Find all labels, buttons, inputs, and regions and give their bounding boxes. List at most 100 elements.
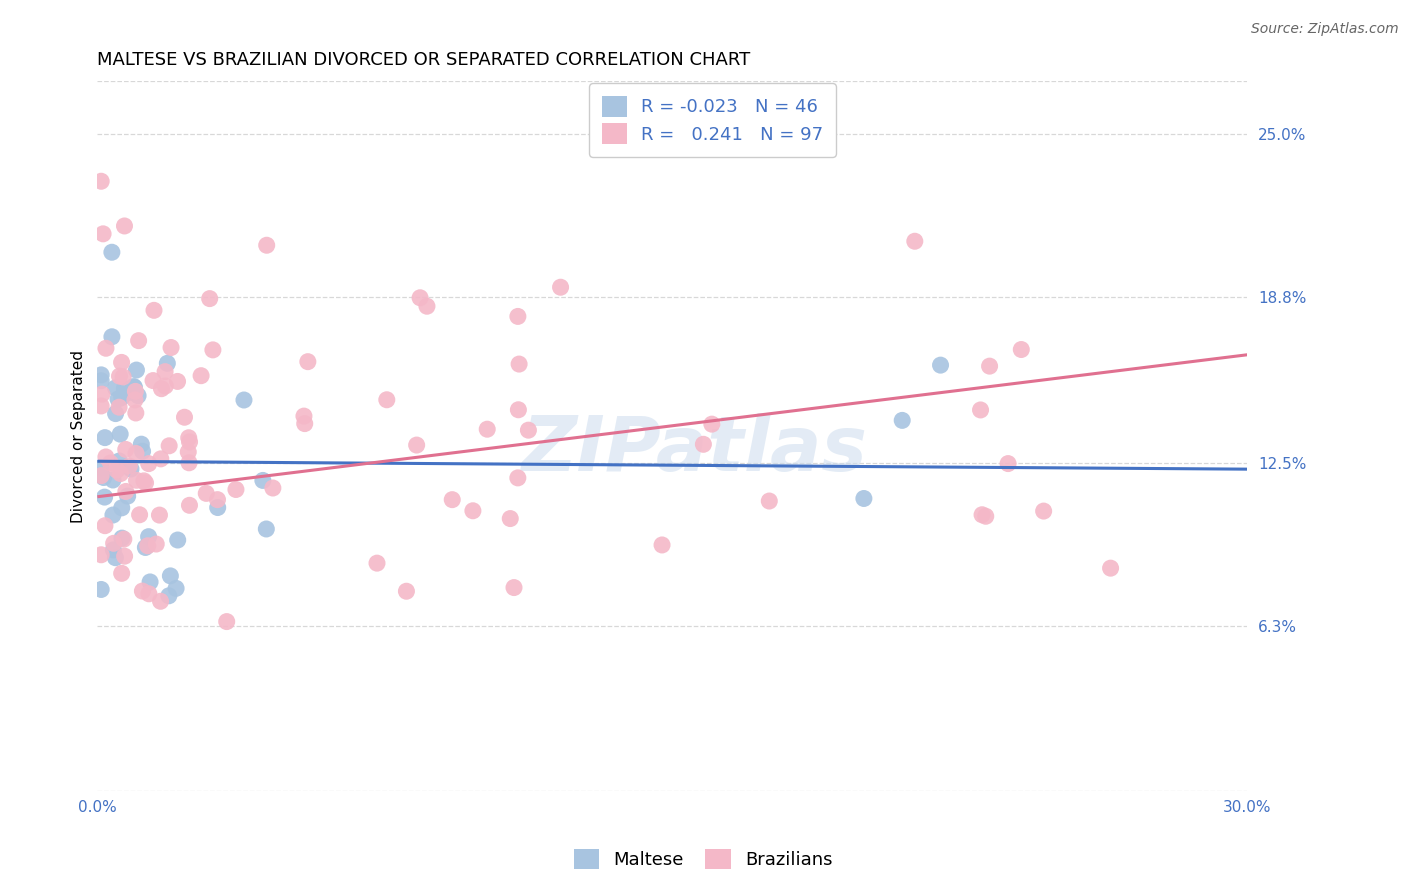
Point <box>366 556 388 570</box>
Point <box>508 357 530 371</box>
Point <box>107 392 129 406</box>
Point <box>131 437 153 451</box>
Point <box>112 532 135 546</box>
Point <box>124 392 146 407</box>
Point <box>254 522 277 536</box>
Point <box>506 471 529 485</box>
Point <box>131 584 153 599</box>
Point <box>90 548 112 562</box>
Point <box>190 368 212 383</box>
Point <box>94 518 117 533</box>
Point <box>198 292 221 306</box>
Point <box>128 334 150 348</box>
Point <box>111 391 134 405</box>
Point <box>503 581 526 595</box>
Point <box>91 227 114 241</box>
Point <box>149 451 172 466</box>
Point <box>111 566 134 581</box>
Point <box>1099 561 1122 575</box>
Point <box>692 437 714 451</box>
Point <box>405 438 427 452</box>
Point <box>114 442 136 457</box>
Point <box>150 382 173 396</box>
Text: Source: ZipAtlas.com: Source: ZipAtlas.com <box>1251 22 1399 37</box>
Point <box>101 330 124 344</box>
Point <box>160 341 183 355</box>
Point <box>90 460 112 475</box>
Point <box>177 456 200 470</box>
Point <box>970 508 993 522</box>
Point <box>233 392 256 407</box>
Point <box>142 374 165 388</box>
Point <box>441 492 464 507</box>
Point <box>122 379 145 393</box>
Point <box>166 375 188 389</box>
Point <box>104 550 127 565</box>
Point <box>929 358 952 372</box>
Point <box>101 508 124 522</box>
Point <box>974 509 997 524</box>
Point <box>262 481 284 495</box>
Point <box>108 400 131 414</box>
Point <box>145 537 167 551</box>
Point <box>101 245 124 260</box>
Point <box>110 467 132 481</box>
Point <box>143 303 166 318</box>
Point <box>90 399 112 413</box>
Point <box>375 392 398 407</box>
Point <box>90 174 112 188</box>
Point <box>90 387 112 401</box>
Point <box>90 374 112 388</box>
Point <box>139 574 162 589</box>
Point <box>195 486 218 500</box>
Point <box>1010 343 1032 357</box>
Point <box>891 413 914 427</box>
Point <box>125 406 148 420</box>
Point <box>114 219 136 233</box>
Point <box>252 474 274 488</box>
Point <box>132 474 155 488</box>
Point <box>114 549 136 564</box>
Point <box>93 490 115 504</box>
Point <box>294 417 316 431</box>
Point <box>159 569 181 583</box>
Point <box>93 470 115 484</box>
Point <box>138 587 160 601</box>
Point <box>148 508 170 522</box>
Point <box>108 454 131 468</box>
Point <box>177 431 200 445</box>
Point <box>94 341 117 355</box>
Point <box>103 536 125 550</box>
Point <box>90 368 112 382</box>
Point <box>177 445 200 459</box>
Point <box>550 280 572 294</box>
Point <box>207 500 229 515</box>
Point <box>499 511 522 525</box>
Point <box>969 403 991 417</box>
Point <box>173 410 195 425</box>
Point <box>90 468 112 483</box>
Point <box>90 582 112 597</box>
Point <box>297 354 319 368</box>
Point <box>115 484 138 499</box>
Point <box>758 494 780 508</box>
Point <box>110 355 132 369</box>
Point <box>508 402 530 417</box>
Point <box>506 310 529 324</box>
Point <box>101 473 124 487</box>
Point <box>94 450 117 464</box>
Point <box>94 431 117 445</box>
Point <box>156 356 179 370</box>
Point <box>134 541 156 555</box>
Point <box>112 381 135 395</box>
Point <box>125 473 148 487</box>
Point <box>124 384 146 399</box>
Point <box>104 381 127 395</box>
Point <box>117 489 139 503</box>
Point <box>517 423 540 437</box>
Point <box>111 500 134 515</box>
Point <box>104 407 127 421</box>
Point <box>700 417 723 432</box>
Point <box>904 234 927 248</box>
Point <box>165 582 187 596</box>
